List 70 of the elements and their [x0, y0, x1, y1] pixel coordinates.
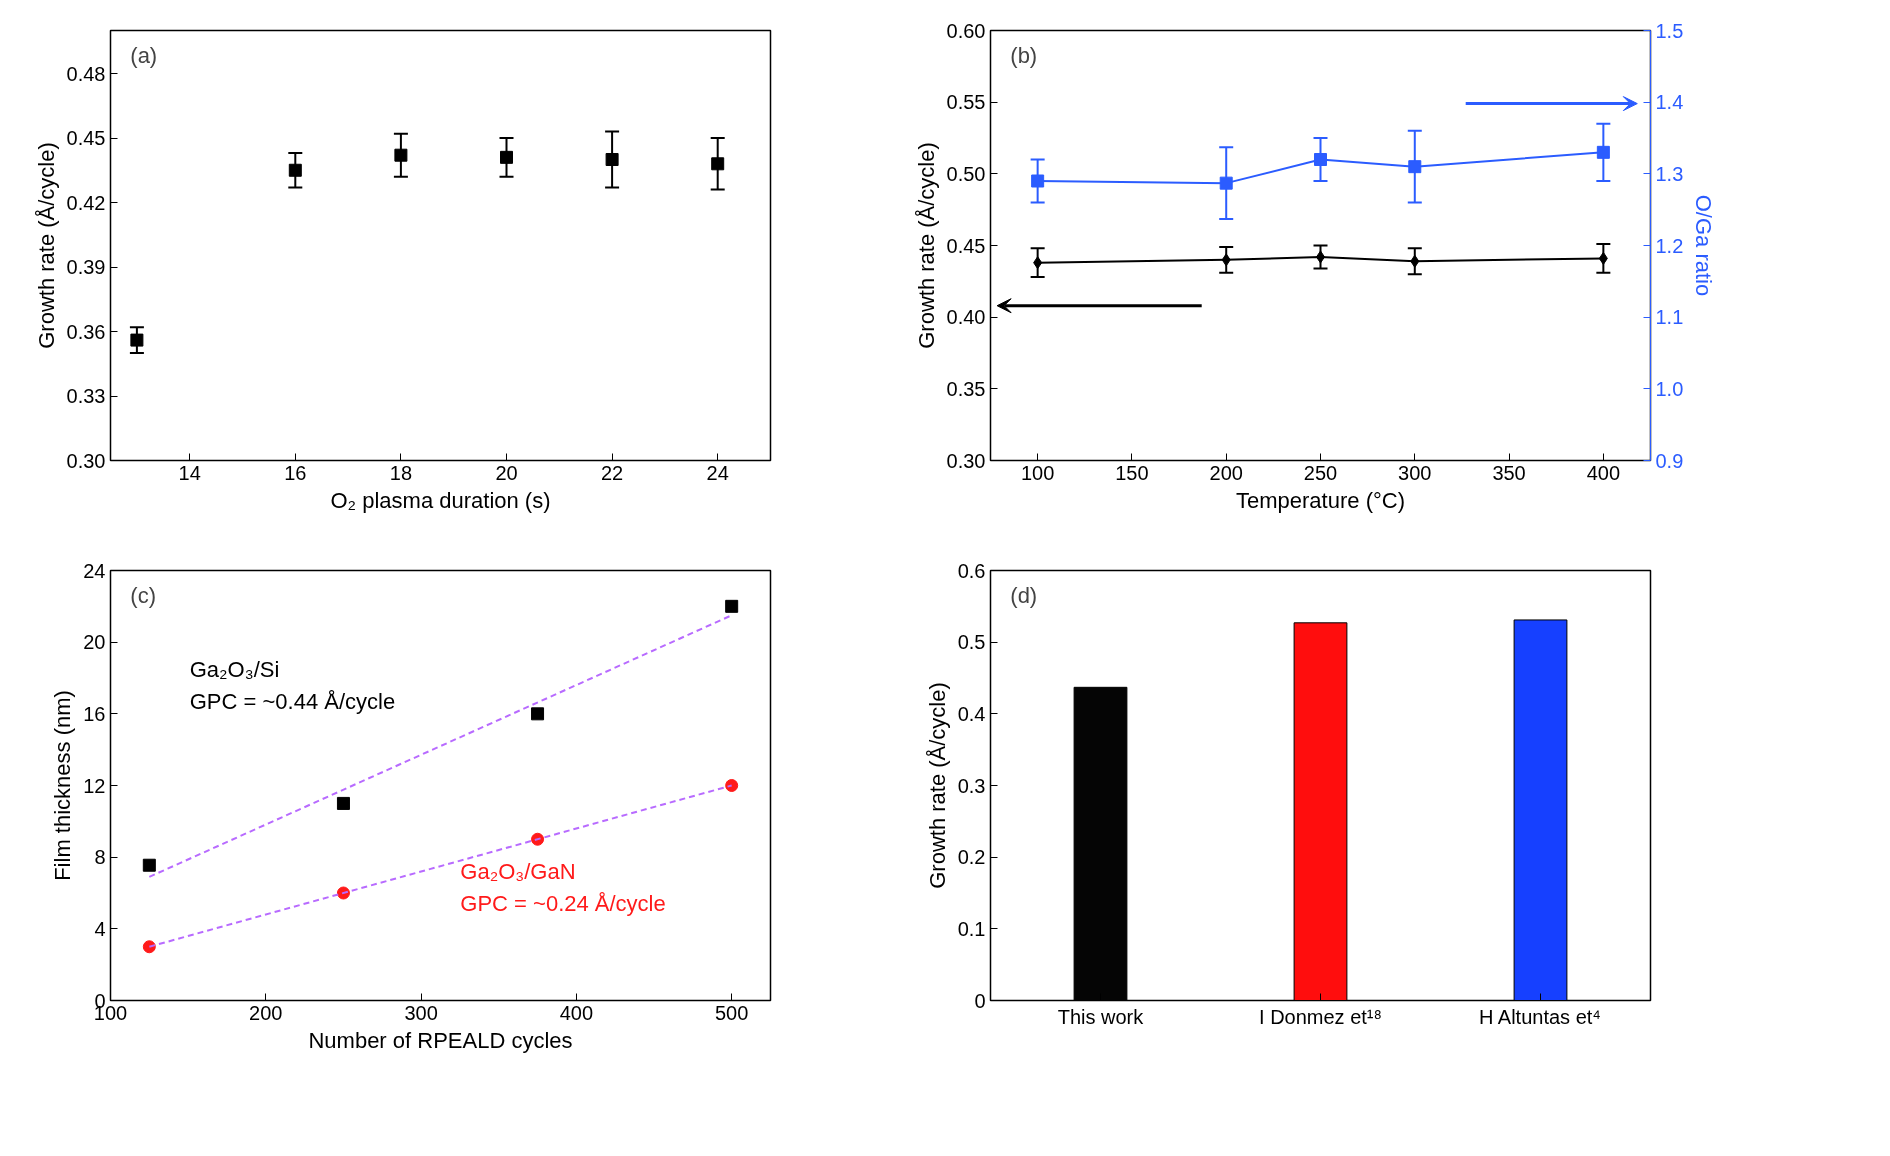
x-tick-label: 150 [1115, 461, 1149, 484]
y-tick-label: 0 [974, 989, 986, 1012]
x-tick-label: 100 [1020, 461, 1055, 484]
y-tick-label: 24 [83, 559, 106, 582]
y-tick-label: 0.35 [946, 377, 986, 400]
y2-tick-label: 1.0 [1655, 377, 1684, 400]
x-tick-label: 400 [1586, 461, 1621, 484]
x-tick-label: 20 [495, 461, 518, 484]
x-tick-label: 300 [404, 1001, 438, 1024]
y-tick-label: 4 [94, 917, 106, 940]
annotation: GPC = ~0.44 Å/cycle [189, 688, 396, 714]
y-axis-title: Growth rate (Å/cycle) [913, 142, 939, 349]
x-tick-label: 500 [714, 1001, 749, 1024]
y-tick-label: 0.30 [66, 449, 106, 472]
y-tick-label: 16 [83, 702, 106, 725]
text: Ga₂O₃/Si [189, 656, 280, 682]
x-tick-label: 22 [600, 461, 624, 484]
x-tick-label: 350 [1492, 461, 1526, 484]
x-tick-label: 200 [249, 1001, 283, 1024]
y-tick-label: 0.1 [957, 917, 986, 940]
y2-tick-label: 0.9 [1655, 449, 1684, 472]
y-tick-label: 0.4 [957, 702, 986, 725]
x-axis-title: O₂ plasma duration (s) [330, 487, 551, 513]
y-tick-label: 0.33 [66, 385, 106, 407]
x-axis-title: Temperature (°C) [1236, 487, 1405, 513]
y-tick-label: 0.30 [946, 449, 986, 472]
annotation: GPC = ~0.24 Å/cycle [460, 890, 666, 916]
x-axis-title: Number of RPEALD cycles [308, 1027, 573, 1053]
y-tick-label: 20 [83, 631, 106, 654]
y2-tick-label: 1.4 [1655, 91, 1684, 114]
y-tick-label: 8 [94, 846, 106, 869]
x-tick-label: 200 [1209, 461, 1243, 484]
annotation: (d) [1010, 583, 1038, 609]
annotation: (a) [130, 43, 158, 69]
y-tick-label: 0.55 [946, 91, 986, 114]
y-tick-label: 0.48 [66, 62, 106, 85]
x-tick-label: 18 [389, 461, 413, 484]
x-tick-label: H Altuntas et⁴ [1478, 1005, 1601, 1028]
y-tick-label: 0.50 [946, 162, 986, 185]
y-axis-title: Film thickness (nm) [50, 690, 76, 881]
x-tick-label: 250 [1303, 461, 1338, 484]
y2-tick-label: 1.2 [1655, 234, 1684, 257]
y2-tick-label: 1.3 [1655, 162, 1684, 185]
y-tick-label: 0.40 [946, 306, 986, 329]
y-axis-title: Growth rate (Å/cycle) [33, 142, 59, 349]
series-label: Ga₂O₃/GaN [460, 858, 576, 884]
y-tick-label: 0.36 [66, 320, 106, 343]
x-tick-label: 300 [1398, 461, 1432, 484]
y-tick-label: 0.6 [957, 559, 986, 582]
y2-axis-title: O/Ga ratio [1691, 194, 1717, 297]
y-tick-label: 0.39 [66, 256, 106, 278]
x-tick-label: 16 [284, 461, 307, 484]
y-tick-label: 12 [83, 774, 106, 797]
annotation: (b) [1010, 43, 1038, 69]
x-tick-label: This work [1057, 1005, 1145, 1028]
y-tick-label: 0.2 [957, 846, 986, 869]
y-tick-label: 0.5 [957, 631, 986, 654]
y2-tick-label: 1.1 [1655, 306, 1684, 329]
y-tick-label: 0.3 [957, 774, 986, 797]
x-tick-label: I Donmez et¹⁸ [1259, 1005, 1382, 1028]
x-tick-label: 400 [559, 1001, 594, 1024]
y2-tick-label: 1.5 [1655, 19, 1684, 42]
y-axis-title: Growth rate (Å/cycle) [924, 682, 950, 889]
x-tick-label: 14 [178, 461, 201, 484]
y-tick-label: 0.42 [66, 191, 106, 214]
annotation: (c) [130, 583, 156, 609]
y-tick-label: 0.45 [66, 127, 106, 149]
x-tick-label: 24 [706, 461, 729, 484]
y-tick-label: 0.60 [946, 19, 986, 42]
y-tick-label: 0.45 [946, 234, 986, 257]
